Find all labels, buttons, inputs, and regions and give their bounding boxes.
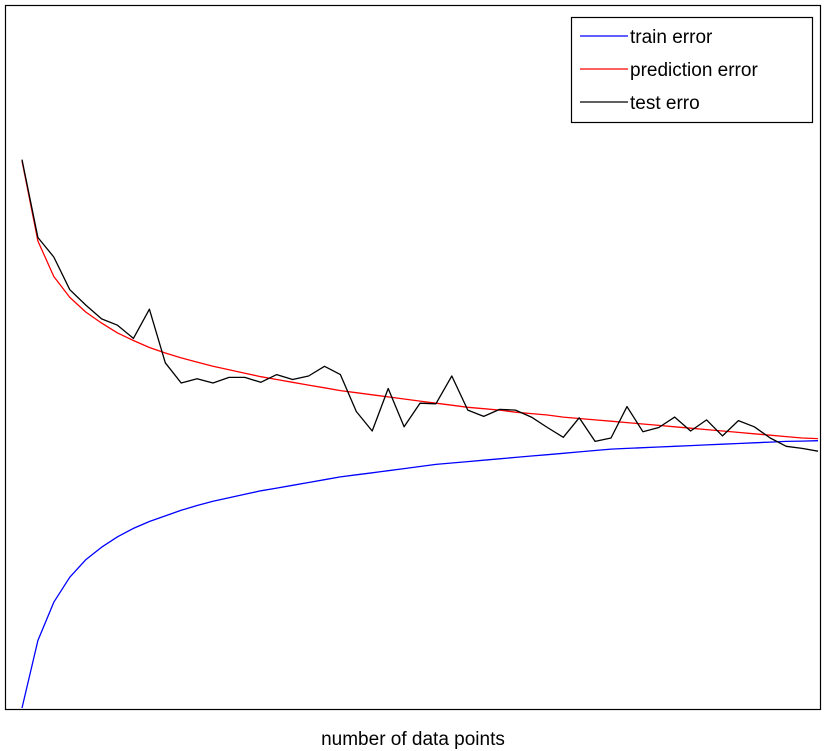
series-line-test-erro bbox=[21, 159, 819, 452]
legend-label: train error bbox=[630, 27, 713, 48]
legend: train error prediction error test erro bbox=[570, 16, 814, 124]
legend-label: test erro bbox=[630, 93, 700, 114]
legend-label: prediction error bbox=[630, 60, 758, 81]
legend-box bbox=[570, 16, 814, 124]
series-line-prediction-error bbox=[21, 160, 819, 440]
series-layer bbox=[21, 159, 819, 709]
series-line-train-error bbox=[21, 440, 819, 709]
x-axis-label: number of data points bbox=[321, 729, 505, 750]
legend-item: prediction error bbox=[580, 60, 758, 81]
legend-items: train error prediction error test erro bbox=[580, 27, 758, 114]
legend-item: test erro bbox=[580, 93, 700, 114]
legend-item: train error bbox=[580, 27, 713, 48]
